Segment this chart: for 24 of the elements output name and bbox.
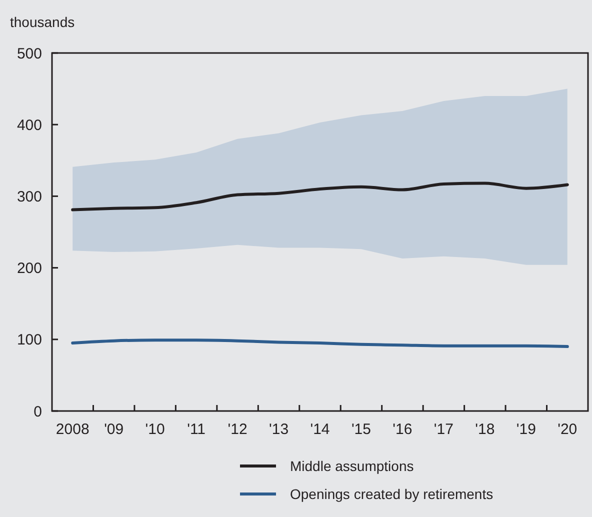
x-tick-label: '15 <box>351 421 372 438</box>
x-tick-label: '13 <box>268 421 289 438</box>
x-tick-label: '11 <box>187 421 206 438</box>
y-tick-label: 300 <box>16 188 42 206</box>
x-tick-label: '20 <box>558 421 578 438</box>
x-tick-label: '17 <box>434 421 454 438</box>
y-tick-label: 400 <box>16 116 42 134</box>
line-series <box>71 182 569 212</box>
x-tick-label: '10 <box>145 421 165 438</box>
x-tick-label: '16 <box>392 421 412 438</box>
y-axis-title: thousands <box>10 14 75 30</box>
x-tick-label: '12 <box>228 421 248 438</box>
y-tick-label: 500 <box>16 45 42 62</box>
y-tick-label: 100 <box>16 332 42 349</box>
y-tick-label: 0 <box>34 403 42 420</box>
x-tick-label: '09 <box>104 421 124 438</box>
legend-label: Openings created by retirements <box>290 486 494 502</box>
x-tick-label: '19 <box>516 421 536 438</box>
x-tick-label: '18 <box>475 421 495 438</box>
legend-label: Middle assumptions <box>290 458 414 474</box>
x-tick-label: '14 <box>310 421 330 438</box>
y-tick-label: 200 <box>16 260 42 278</box>
line-series <box>71 338 569 348</box>
x-tick-label: 2008 <box>56 421 90 438</box>
